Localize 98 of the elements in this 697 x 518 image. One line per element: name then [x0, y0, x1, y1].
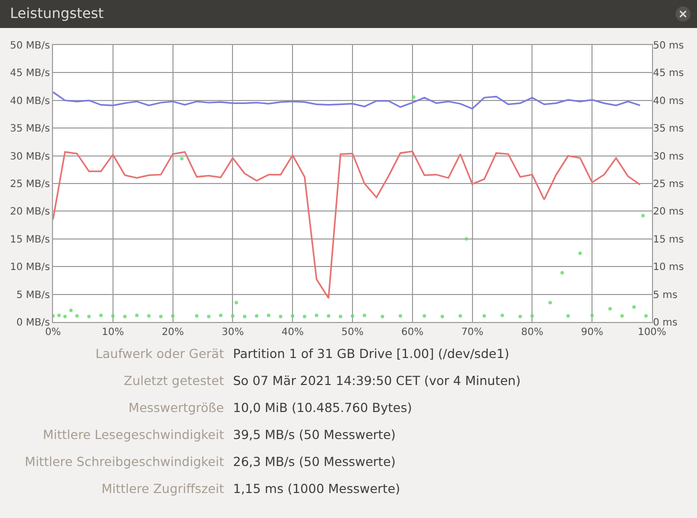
point	[57, 314, 61, 318]
x-tick-label: 60%	[401, 327, 424, 338]
text: Zuletzt getestet	[122, 372, 224, 390]
text: Messwertgröße	[128, 399, 224, 417]
point	[234, 300, 238, 304]
point	[620, 314, 624, 318]
y2-tick-label: 45 ms	[653, 68, 684, 80]
point	[87, 314, 91, 318]
point	[350, 314, 354, 318]
point	[326, 314, 330, 318]
point	[608, 306, 612, 310]
point	[302, 314, 306, 318]
y2-tick-label: 25 ms	[653, 179, 684, 190]
y2-tick-label: 20 ms	[653, 206, 684, 218]
point	[518, 314, 522, 318]
point	[560, 270, 564, 274]
y2-tick-label: 35 ms	[653, 124, 684, 135]
point	[458, 314, 462, 318]
y-tick-label: 15 MB/s	[10, 234, 50, 246]
y-tick-label: 50 MB/s	[10, 40, 50, 52]
y2-tick-label: 50 ms	[653, 40, 684, 52]
y2-tick-label: 15 ms	[653, 234, 684, 246]
point	[566, 314, 570, 318]
text: So 07 Mär 2021 14:39:50 CET (vor 4 Minuten)	[233, 372, 522, 390]
x-tick-label: 70%	[461, 327, 484, 338]
y-tick-label: 25 MB/s	[10, 179, 50, 190]
point	[195, 314, 199, 318]
point	[180, 156, 184, 160]
point	[290, 314, 294, 318]
line-series	[53, 91, 641, 110]
point	[314, 314, 318, 318]
y2-tick-label: 5 ms	[653, 290, 678, 301]
point	[218, 314, 222, 318]
text: 1,15 ms (1000 Messwerte)	[233, 480, 402, 498]
x-tick-label: 10%	[102, 327, 124, 338]
text: Mittlere Lesegeschwindigkeit	[42, 426, 224, 444]
point	[500, 314, 504, 318]
point	[338, 314, 342, 318]
text: Laufwerk oder Gerät	[94, 345, 224, 363]
text: Mittlere Schreibgeschwindigkeit	[24, 453, 224, 471]
line-series	[53, 150, 641, 299]
point	[644, 314, 648, 318]
point	[206, 314, 210, 318]
y-tick-label: 30 MB/s	[10, 151, 50, 162]
point	[266, 314, 270, 318]
text: Partition 1 of 31 GB Drive [1.00] (/dev/sde1)	[233, 345, 510, 363]
x-tick-label: 100%	[638, 327, 666, 338]
point	[123, 314, 127, 318]
point	[440, 314, 444, 318]
x-tick-label: 90%	[580, 327, 604, 338]
point	[578, 252, 582, 256]
point	[111, 314, 115, 318]
point	[278, 314, 282, 318]
point	[135, 314, 139, 318]
y-tick-label: 5 MB/s	[16, 290, 50, 301]
x-tick-label: 50%	[341, 327, 364, 338]
y-tick-label: 40 MB/s	[10, 96, 50, 107]
point	[641, 214, 645, 218]
point	[530, 314, 534, 318]
y2-tick-label: 30 ms	[653, 151, 684, 162]
point	[422, 314, 426, 318]
text: 26,3 MB/s (50 Messwerte)	[233, 453, 397, 471]
point	[99, 314, 103, 318]
point	[482, 314, 486, 318]
point	[230, 314, 234, 318]
point	[69, 308, 73, 312]
y2-tick-label: 10 ms	[653, 262, 684, 274]
text: 10,0 MiB (10.485.760 Bytes)	[233, 399, 413, 417]
text: 39,5 MB/s (50 Messwerte)	[233, 426, 397, 444]
point	[398, 314, 402, 318]
point	[412, 95, 416, 99]
point	[590, 314, 594, 318]
point	[242, 314, 246, 318]
point	[362, 314, 366, 318]
x-tick-label: 40%	[281, 327, 304, 338]
point	[254, 314, 258, 318]
y-tick-label: 10 MB/s	[10, 262, 50, 274]
chart-title: Leistungstest	[10, 6, 104, 22]
point	[632, 305, 636, 309]
y-tick-label: 35 MB/s	[10, 124, 50, 135]
y-tick-label: 45 MB/s	[10, 68, 50, 80]
point	[464, 237, 468, 241]
y-tick-label: 20 MB/s	[10, 206, 50, 218]
y2-tick-label: 40 ms	[653, 96, 684, 107]
point	[159, 314, 163, 318]
text: Mittlere Zugriffszeit	[100, 480, 224, 498]
point	[75, 314, 79, 318]
y2-tick-label: 0 ms	[653, 318, 678, 328]
x-tick-label: 20%	[162, 327, 184, 338]
y-tick-label: 0 MB/s	[16, 318, 50, 328]
point	[548, 300, 552, 304]
point	[380, 314, 384, 318]
point	[171, 314, 175, 318]
x-tick-label: 80%	[521, 327, 544, 338]
point	[147, 314, 151, 318]
x-tick-label: 0%	[45, 327, 61, 338]
x-tick-label: 30%	[222, 327, 244, 338]
point	[63, 314, 67, 318]
